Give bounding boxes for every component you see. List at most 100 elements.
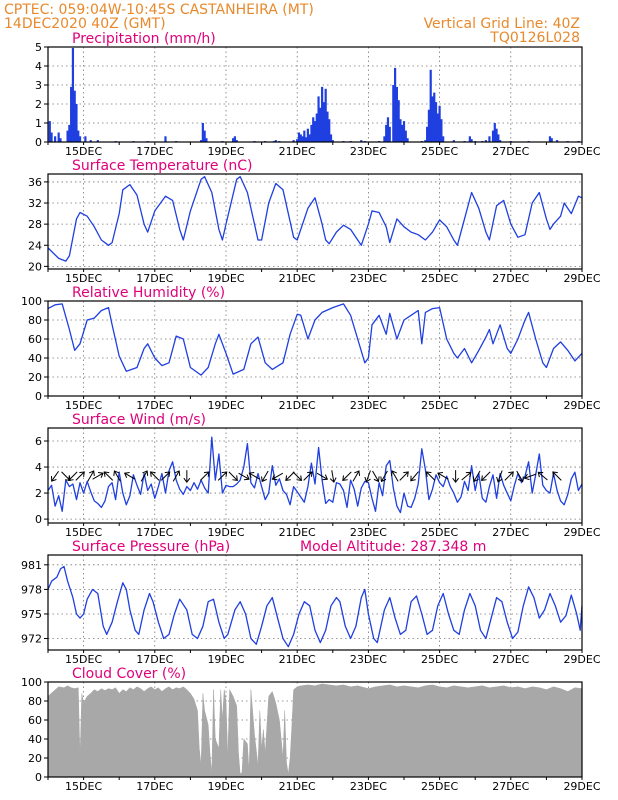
y-tick-label: 36 [28, 176, 42, 189]
precip-bar [424, 140, 427, 142]
y-tick-label: 975 [21, 608, 42, 621]
wind-arrow-shaft [172, 470, 180, 482]
precip-bar [96, 140, 99, 142]
x-tick-label: 19DEC [207, 272, 244, 285]
precip-bar [550, 138, 553, 142]
wind-arrow [372, 470, 380, 483]
x-tick-label: 25DEC [421, 145, 458, 158]
x-tick-label: 23DEC [350, 399, 387, 412]
wind-arrow-shaft [380, 470, 388, 482]
wind-arrow-shaft [113, 470, 121, 482]
pressure-series-line [47, 565, 583, 648]
precip-bar [205, 138, 208, 142]
x-tick-label: 21DEC [279, 272, 316, 285]
y-tick-label: 28 [28, 218, 42, 231]
x-tick-label: 27DEC [492, 145, 529, 158]
precip-bar [57, 132, 60, 142]
x-tick-label: 15DEC [65, 526, 102, 539]
wind-arrow-shaft [303, 471, 313, 481]
precip-bar [360, 140, 363, 142]
wind-arrow-shaft [410, 471, 419, 482]
cloud-panel: 15DEC 17DEC 19DEC 21DEC 23DEC 25DEC 27DEC 29DEC… [21, 676, 601, 793]
precip-bar [328, 119, 331, 142]
wind-arrow-head [98, 472, 104, 478]
x-tick-label: 23DEC [350, 145, 387, 158]
precip-bar [395, 86, 398, 142]
precip-bar [297, 132, 301, 142]
wind-arrow-shaft [516, 470, 524, 482]
precip-bar [50, 132, 53, 142]
wind-arrow [461, 471, 472, 481]
wind-arrow [481, 471, 491, 481]
x-tick-label: 21DEC [279, 526, 316, 539]
precip-title: Precipitation (mm/h) [72, 31, 216, 47]
x-tick-label: 17DEC [136, 526, 173, 539]
wind-arrow [149, 471, 160, 481]
precip-bar [199, 140, 203, 142]
precip-bar [452, 140, 455, 142]
wind-arrow-head [285, 475, 291, 481]
wind-arrow [248, 472, 260, 480]
wind-arrow-shaft [426, 471, 436, 481]
cloud-frame [47, 681, 583, 778]
precip-bar [438, 105, 441, 142]
y-tick-label: 6 [35, 435, 42, 448]
wind-arrow-head [523, 473, 530, 481]
wind-arrow-head [481, 475, 487, 481]
wind-arrow-shaft [140, 470, 148, 482]
precip-bar [401, 124, 404, 142]
precip-bar [555, 140, 559, 142]
precip-bar [484, 140, 487, 142]
y-tick-label: 0 [35, 136, 42, 149]
x-tick-label: 29DEC [563, 780, 600, 793]
wind-arrow [472, 470, 481, 483]
wind-arrow-shaft [285, 471, 295, 481]
precip-bar [296, 139, 299, 142]
x-tick-label: 27DEC [492, 526, 529, 539]
precip-bar [488, 136, 491, 142]
x-tick-label: 23DEC [350, 272, 387, 285]
precip-bar [326, 111, 329, 142]
wind-arrow-head [243, 474, 250, 481]
precip-bar [312, 117, 315, 142]
y-tick-label: 60 [28, 714, 42, 727]
wind-title: Surface Wind (m/s) [72, 412, 206, 428]
header-line2-right: TQ0126L028 [489, 30, 580, 46]
precip-bar [233, 136, 236, 142]
wind-arrow-shaft [331, 470, 335, 483]
wind-arrow-head [410, 475, 416, 482]
temperature-series-line [47, 175, 583, 262]
y-tick-label: 0 [35, 771, 42, 784]
wind-arrow-shaft [92, 472, 104, 480]
precip-bar [232, 138, 235, 142]
wind-arrow [399, 471, 409, 481]
wind-arrow [292, 471, 303, 481]
precip-bar [77, 130, 80, 142]
y-tick-label: 981 [21, 559, 42, 572]
x-tick-label: 19DEC [207, 526, 244, 539]
y-tick-label: 978 [21, 583, 42, 596]
y-tick-label: 60 [28, 333, 42, 346]
wind-arrow-shaft [68, 471, 78, 481]
wind-arrow-head [452, 477, 460, 483]
y-tick-label: 40 [28, 352, 42, 365]
wind-arrow-shaft [552, 471, 562, 481]
wind-arrow-head [296, 475, 303, 481]
header-line1-left: CPTEC: 059:04W-10:45S CASTANHEIRA (MT) [4, 2, 314, 18]
precip-bar [433, 92, 436, 142]
precip-bar [164, 136, 167, 142]
wind-arrow [113, 470, 121, 482]
y-tick-label: 20 [28, 260, 42, 273]
wind-arrow [238, 472, 250, 481]
wind-arrow-head [373, 476, 380, 483]
wind-arrow-shaft [272, 472, 284, 480]
precip-bar [385, 124, 388, 142]
temperature-frame [47, 173, 583, 270]
wind-arrow [140, 470, 149, 482]
precip-bar [404, 130, 407, 142]
precip-bar [322, 102, 325, 142]
y-tick-label: 2 [35, 98, 42, 111]
model-altitude-label: Model Altitude: 287.348 m [300, 539, 486, 555]
x-tick-label: 21DEC [279, 780, 316, 793]
